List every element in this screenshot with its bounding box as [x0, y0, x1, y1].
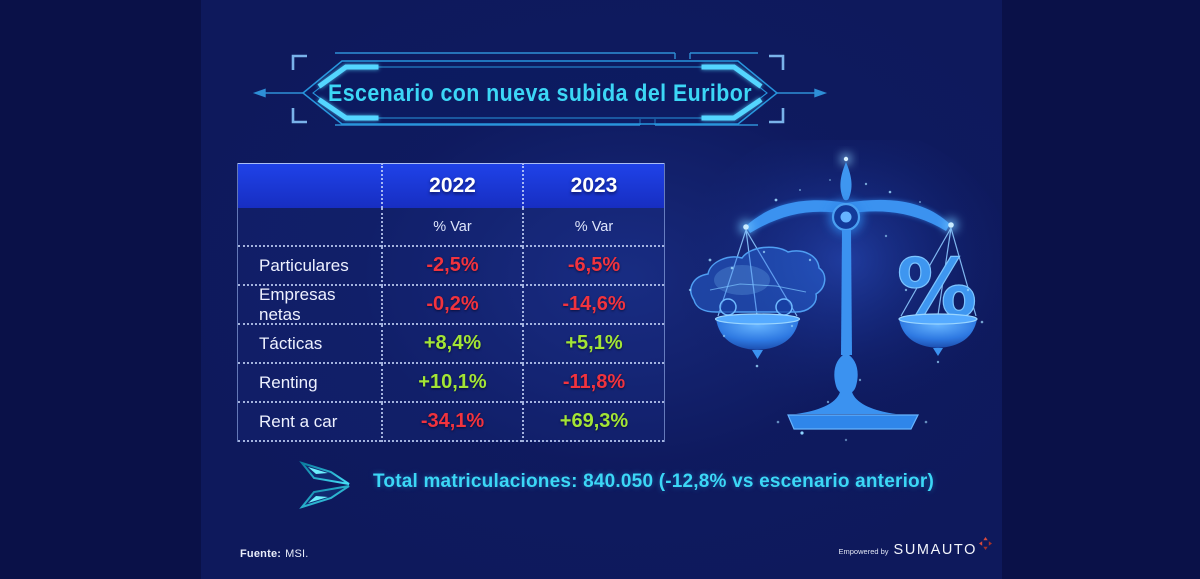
- total-registrations-text: Total matriculaciones: 840.050 (-12,8% v…: [373, 471, 934, 492]
- brand-plus-icon: [979, 537, 992, 550]
- subheader-var-2023: % Var: [522, 208, 664, 247]
- right-pan-group: %: [896, 227, 978, 356]
- scale-beam: [740, 199, 957, 233]
- value-2023: -11,8%: [522, 364, 664, 403]
- value-2022: -2,5%: [381, 247, 522, 286]
- value-2023: -14,6%: [522, 286, 664, 325]
- row-label: Tácticas: [238, 325, 381, 364]
- particle-dots: [688, 179, 984, 442]
- hexagon-outer: [301, 60, 779, 125]
- title-frame: Escenario con nueva subida del Euribor: [252, 52, 828, 126]
- balance-scale-illustration: %: [680, 140, 1000, 442]
- row-label: Renting: [238, 364, 381, 403]
- value-2022: -0,2%: [381, 286, 522, 325]
- row-label: Particulares: [238, 247, 381, 286]
- header-2023: 2023: [522, 163, 664, 208]
- header-2022: 2022: [381, 163, 522, 208]
- header-spacer: [238, 163, 381, 208]
- source-value: MSI.: [285, 548, 309, 560]
- value-2022: -34,1%: [381, 403, 522, 442]
- registrations-table: 2022 2023 % Var % Var Particulares -2,5%…: [237, 163, 665, 442]
- brand-name: SUMAUTO: [893, 542, 977, 558]
- page-title: Escenario con nueva subida del Euribor: [328, 80, 752, 107]
- brand-lockup: Empowered by SUMAUTO: [838, 537, 992, 558]
- empowered-by-label: Empowered by: [838, 547, 889, 556]
- corner-brackets: [291, 54, 785, 124]
- value-2022: +8,4%: [381, 325, 522, 364]
- left-pan-group: [690, 229, 826, 359]
- row-label: Rent a car: [238, 403, 381, 442]
- frame-lines: [335, 52, 758, 126]
- row-label: Empresas netas: [238, 285, 381, 325]
- value-2022: +10,1%: [381, 364, 522, 403]
- car-particle-cloud: [690, 246, 826, 316]
- value-2023: +5,1%: [522, 325, 664, 364]
- subheader-spacer: [238, 208, 381, 247]
- value-2023: +69,3%: [522, 403, 664, 442]
- source-line: Fuente: MSI.: [240, 548, 309, 560]
- arrow-icon: [299, 461, 350, 509]
- source-label: Fuente:: [240, 548, 282, 560]
- scale-pillar: [787, 154, 919, 435]
- side-arrows: [252, 88, 828, 98]
- value-2023: -6,5%: [522, 247, 664, 286]
- subheader-var-2022: % Var: [381, 208, 522, 247]
- chevron-accents: [317, 64, 763, 121]
